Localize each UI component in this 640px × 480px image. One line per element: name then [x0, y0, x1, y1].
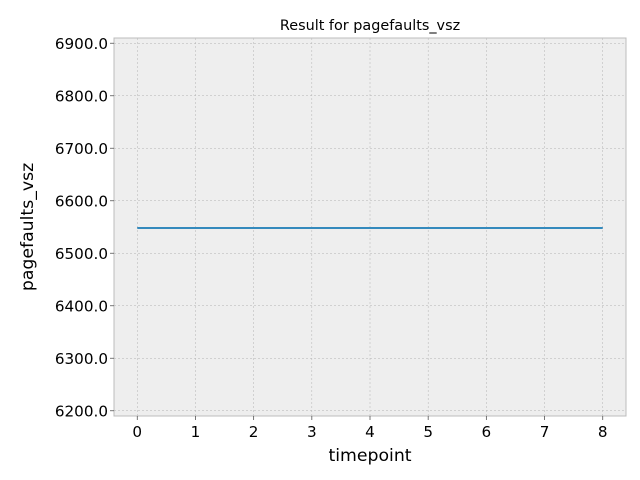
x-tick-label: 8	[598, 423, 608, 441]
x-axis-label: timepoint	[328, 446, 411, 466]
x-tick-label: 5	[423, 423, 433, 441]
x-tick-label: 3	[307, 423, 317, 441]
x-tick-label: 7	[540, 423, 550, 441]
x-tick-label: 1	[191, 423, 201, 441]
y-axis-label: pagefaults_vsz	[18, 163, 38, 291]
y-tick-label: 6900.0	[55, 35, 108, 53]
y-tick-labels: 6200.0 6300.0 6400.0 6500.0 6600.0 6700.0 6800…	[55, 35, 114, 420]
x-tick-label: 0	[132, 423, 142, 441]
y-tick-label: 6700.0	[55, 140, 108, 158]
chart-title: Result for pagefaults_vsz	[280, 18, 460, 34]
y-tick-label: 6800.0	[55, 87, 108, 105]
y-tick-label: 6600.0	[55, 192, 108, 210]
y-tick-label: 6200.0	[55, 402, 108, 420]
y-tick-label: 6400.0	[55, 297, 108, 315]
y-tick-label: 6500.0	[55, 245, 108, 263]
x-tick-label: 4	[365, 423, 375, 441]
grid-lines	[114, 38, 626, 416]
x-tick-labels: 0 1 2 3 4 5 6 7 8	[132, 416, 608, 441]
x-tick-label: 6	[482, 423, 492, 441]
x-tick-label: 2	[249, 423, 259, 441]
y-tick-label: 6300.0	[55, 350, 108, 368]
